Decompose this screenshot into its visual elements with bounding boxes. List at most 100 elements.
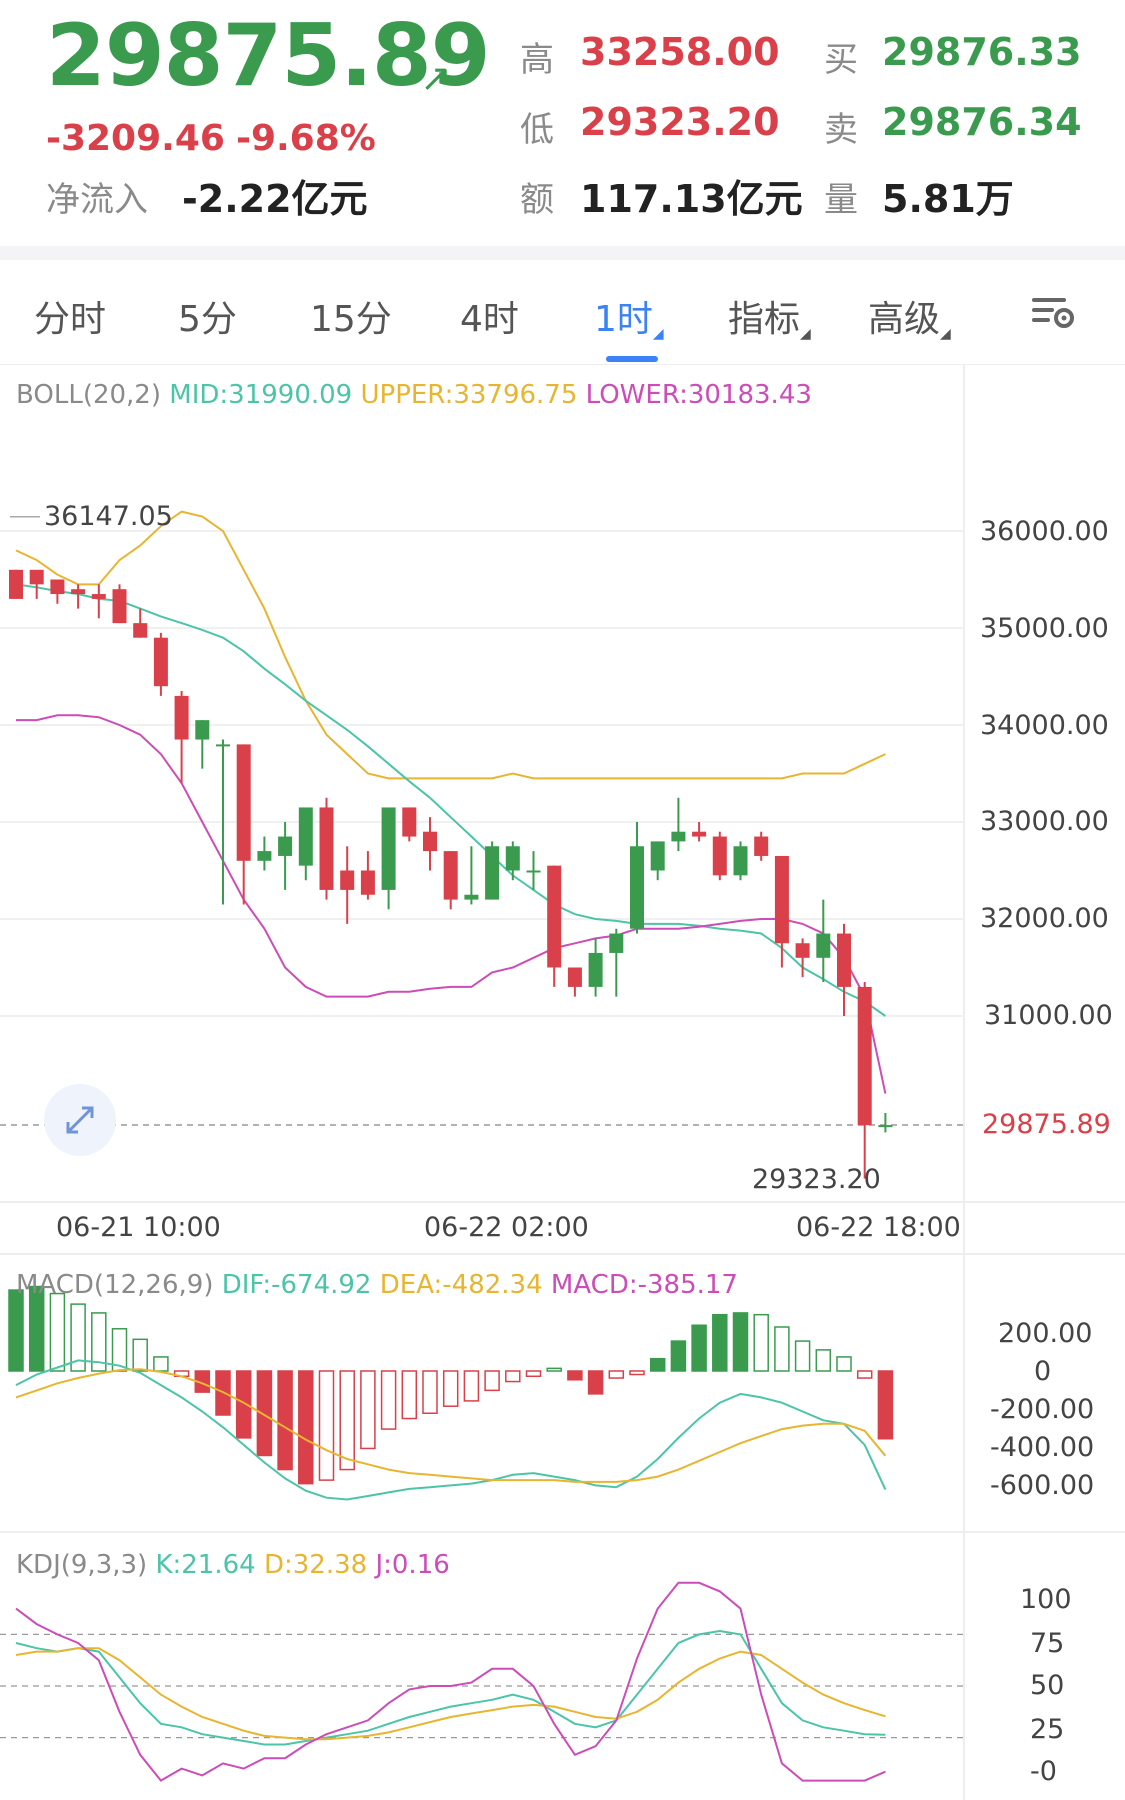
macd-bar <box>629 1370 645 1376</box>
chart-settings-icon[interactable] <box>1030 292 1076 332</box>
macd-bar <box>463 1370 480 1402</box>
candlestick <box>609 928 624 997</box>
candlestick <box>878 1113 893 1133</box>
macd-bar <box>49 1292 66 1372</box>
candle-body <box>754 836 769 856</box>
active-tab-indicator <box>606 356 658 362</box>
boll-lower-line <box>16 714 887 1094</box>
macd-bar <box>836 1356 852 1372</box>
candle-body <box>319 807 334 890</box>
macd-bar <box>649 1357 666 1372</box>
x-tick: 06-21 10:00 <box>56 1212 221 1243</box>
candle-body <box>630 846 644 929</box>
amount-value: 117.13亿元 <box>580 177 803 221</box>
candlestick <box>588 938 603 997</box>
macd-bar <box>877 1370 894 1440</box>
candlestick <box>133 608 148 638</box>
kdj-y-tick: -0 <box>1030 1756 1057 1787</box>
kdj-k-line <box>15 1629 886 1746</box>
candle-body <box>671 831 686 842</box>
candlestick <box>319 797 334 900</box>
candlestick <box>774 855 789 968</box>
tab-indicators[interactable]: 指标◢ <box>728 299 811 342</box>
candle-body <box>257 851 272 861</box>
candlestick <box>712 831 727 881</box>
candle-body <box>298 807 313 866</box>
tab-4h[interactable]: 4时 <box>460 299 519 340</box>
macd-bar <box>691 1324 707 1372</box>
candle-body <box>547 865 562 968</box>
max-price-marker: 36147.05 <box>44 501 173 532</box>
candle-body <box>733 846 748 876</box>
macd-bar <box>753 1313 769 1372</box>
tab-5min[interactable]: 5分 <box>178 299 237 340</box>
candlestick <box>71 584 86 609</box>
candlestick <box>505 841 520 881</box>
kdj-d-line <box>15 1647 886 1741</box>
fullscreen-button[interactable] <box>44 1084 116 1156</box>
macd-bar <box>8 1289 24 1372</box>
candlestick <box>257 836 272 871</box>
macd-bar <box>587 1370 604 1395</box>
tab-bar-border <box>0 364 1125 365</box>
macd-dea: DEA:-482.34 <box>379 1270 543 1300</box>
candle-body <box>795 943 810 958</box>
candle-body <box>609 933 624 953</box>
volume-label: 量 <box>824 180 858 220</box>
macd-bar <box>91 1312 107 1372</box>
candlestick <box>298 807 313 881</box>
candle-body <box>381 807 396 890</box>
volume-value: 5.81万 <box>882 177 1014 221</box>
candlestick <box>195 720 210 769</box>
macd-bar <box>525 1370 542 1378</box>
macd-dif: DIF:-674.92 <box>221 1270 372 1300</box>
tab-15min[interactable]: 15分 <box>310 299 392 340</box>
macd-bar <box>277 1370 293 1471</box>
amount-label: 额 <box>520 180 554 220</box>
kdj-d: D:32.38 <box>263 1550 368 1580</box>
candle-body <box>153 637 168 687</box>
buy-value: 29876.33 <box>882 30 1082 74</box>
macd-bar <box>70 1303 86 1372</box>
candle-body <box>837 933 851 987</box>
candlestick <box>174 691 189 784</box>
macd-bar <box>401 1370 418 1420</box>
candlestick <box>567 967 582 997</box>
candlestick <box>340 846 355 924</box>
min-price-marker: 29323.20 <box>752 1164 881 1195</box>
candlestick <box>837 923 851 1016</box>
tab-1h[interactable]: 1时◢ <box>594 299 664 342</box>
candle-body <box>692 831 707 837</box>
macd-bar <box>339 1370 355 1471</box>
candle-body <box>133 623 148 638</box>
candlestick <box>485 841 500 900</box>
candlestick <box>278 822 293 890</box>
macd-bar <box>608 1370 625 1379</box>
macd-bar <box>505 1370 521 1383</box>
candle-body <box>112 589 127 624</box>
macd-bar <box>153 1356 169 1372</box>
macd-bar <box>28 1285 45 1372</box>
candle-body <box>774 855 789 944</box>
kdj-y-tick: 25 <box>1030 1714 1065 1745</box>
macd-name: MACD(12,26,9) <box>16 1270 214 1300</box>
tab-timeshare[interactable]: 分时 <box>34 299 107 340</box>
candle-body <box>278 836 293 856</box>
tab-advanced[interactable]: 高级◢ <box>868 299 951 342</box>
candle-body <box>236 744 251 861</box>
candlestick <box>236 744 251 905</box>
current-price-tag: 29875.89 <box>966 1106 1116 1144</box>
candlestick <box>29 569 44 599</box>
kdj-y-tick: 50 <box>1030 1670 1065 1701</box>
candle-body <box>174 695 189 740</box>
low-label: 低 <box>520 110 554 150</box>
candlestick <box>50 579 65 604</box>
candle-body <box>195 720 210 740</box>
candle-body <box>402 807 417 837</box>
macd-bar <box>422 1370 438 1414</box>
kdj-k: K:21.64 <box>155 1550 256 1580</box>
dropdown-triangle-icon: ◢ <box>652 326 664 342</box>
candle-body <box>816 933 831 958</box>
kdj-j: J:0.16 <box>375 1550 450 1580</box>
